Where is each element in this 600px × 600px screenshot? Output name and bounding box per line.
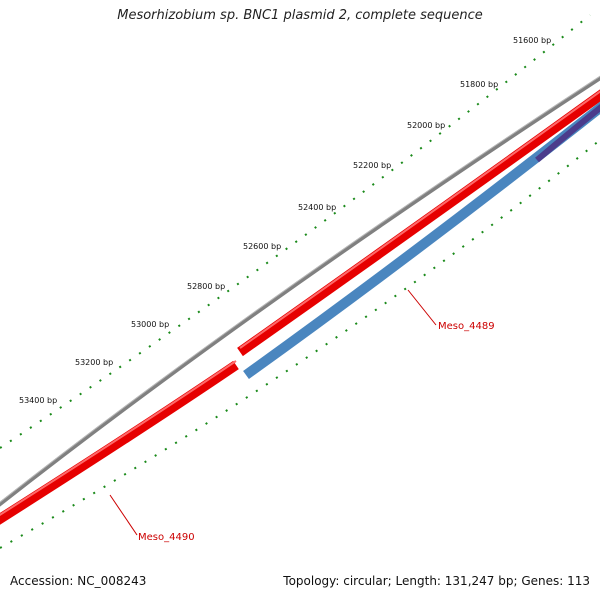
gene-meso-4490[interactable] [0,360,239,525]
map-title: Mesorhizobium sp. BNC1 plasmid 2, comple… [117,8,483,23]
gene-forward-highlight-2 [239,90,600,349]
gene-forward-highlight [0,360,237,517]
leader-line-meso-4490 [109,494,138,536]
summary-text: Topology: circular; Length: 131,247 bp; … [283,574,590,588]
tick-label: 53000 bp [131,320,169,329]
gene-reverse-blue[interactable] [243,101,600,380]
outer-tick-track [0,14,591,449]
gene-reverse-purple[interactable] [535,104,600,163]
tick-label: 53400 bp [19,396,57,405]
tick-label: 51800 bp [460,80,498,89]
accession-text: Accession: NC_008243 [10,574,147,588]
tick-label: 52000 bp [407,121,445,130]
inner-tick-track [0,139,600,549]
gene-meso-4489[interactable] [237,89,600,357]
gene-label-meso-4490[interactable]: Meso_4490 [138,532,195,543]
leader-line-meso-4489 [407,289,437,326]
tick-label: 51600 bp [513,36,551,45]
tick-label: 52600 bp [243,242,281,251]
backbone-arc-highlight [0,75,600,503]
tick-label: 53200 bp [75,358,113,367]
backbone-arc [0,75,600,507]
tick-label: 52400 bp [298,203,336,212]
gene-label-meso-4489[interactable]: Meso_4489 [438,321,495,332]
tick-label: 52200 bp [353,161,391,170]
tick-label: 52800 bp [187,282,225,291]
